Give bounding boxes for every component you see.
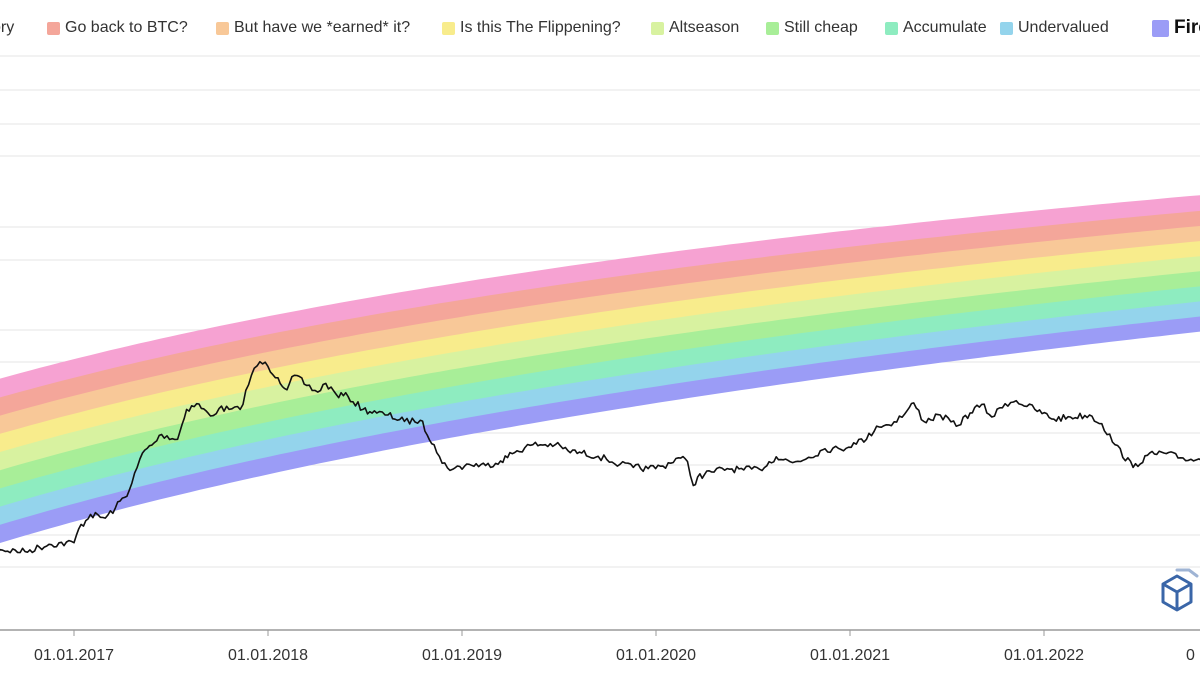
legend-label: Accumulate bbox=[903, 19, 987, 36]
legend-label: Fire bbox=[1174, 17, 1200, 38]
x-tick-label: 01.01.2020 bbox=[616, 647, 696, 664]
legend-swatch bbox=[885, 21, 898, 35]
x-tick-label: 01.01.2017 bbox=[34, 647, 114, 664]
legend-item[interactable]: Undervalued bbox=[1000, 18, 1109, 38]
rainbow-band bbox=[0, 255, 1200, 471]
legend-item[interactable]: But have we *earned* it? bbox=[216, 18, 410, 38]
x-axis-ticks: 01.01.2017 01.01.2018 01.01.2019 01.01.2020… bbox=[34, 630, 1195, 664]
legend-item[interactable]: ory bbox=[0, 18, 14, 38]
rainbow-band bbox=[0, 300, 1200, 525]
legend-label: Undervalued bbox=[1018, 19, 1109, 36]
legend-label: But have we *earned* it? bbox=[234, 19, 411, 36]
rainbow-band bbox=[0, 285, 1200, 507]
legend-swatch bbox=[766, 21, 779, 35]
legend-label: Is this The Flippening? bbox=[460, 19, 621, 36]
rainbow-band bbox=[0, 270, 1200, 489]
rainbow-band bbox=[0, 315, 1200, 543]
rainbow-band bbox=[0, 195, 1200, 398]
x-tick-label: 0 bbox=[1186, 647, 1195, 664]
watermark-logo-icon bbox=[1161, 568, 1199, 612]
legend-swatch bbox=[1000, 21, 1013, 35]
legend-label: Still cheap bbox=[784, 19, 858, 36]
legend-item[interactable]: Fire bbox=[1152, 17, 1200, 38]
legend-label: ory bbox=[0, 19, 15, 36]
legend-item[interactable]: Still cheap bbox=[766, 18, 858, 38]
x-tick-label: 01.01.2019 bbox=[422, 647, 502, 664]
legend-item[interactable]: Altseason bbox=[651, 18, 739, 38]
x-tick-label: 01.01.2021 bbox=[810, 647, 890, 664]
legend-label: Go back to BTC? bbox=[65, 19, 188, 36]
legend-swatch bbox=[651, 21, 664, 35]
legend-label: Altseason bbox=[669, 19, 740, 36]
rainbow-band bbox=[0, 210, 1200, 416]
legend-swatch bbox=[47, 21, 60, 35]
price-line bbox=[0, 360, 1200, 554]
legend-item[interactable]: Is this The Flippening? bbox=[442, 18, 621, 38]
legend-item[interactable]: Accumulate bbox=[885, 18, 987, 38]
legend-swatch bbox=[216, 21, 229, 35]
legend-swatch bbox=[442, 21, 455, 35]
x-tick-label: 01.01.2018 bbox=[228, 647, 308, 664]
legend-swatch bbox=[1152, 19, 1169, 37]
rainbow-band bbox=[0, 240, 1200, 452]
chart-legend: ory Go back to BTC? But have we *earned* i… bbox=[0, 0, 1200, 56]
x-tick-label: 01.01.2022 bbox=[1004, 647, 1084, 664]
rainbow-bands bbox=[0, 195, 1200, 543]
legend-item[interactable]: Go back to BTC? bbox=[47, 18, 188, 38]
rainbow-band bbox=[0, 225, 1200, 434]
